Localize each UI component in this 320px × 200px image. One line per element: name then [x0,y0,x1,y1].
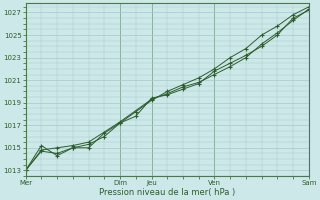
X-axis label: Pression niveau de la mer( hPa ): Pression niveau de la mer( hPa ) [99,188,236,197]
